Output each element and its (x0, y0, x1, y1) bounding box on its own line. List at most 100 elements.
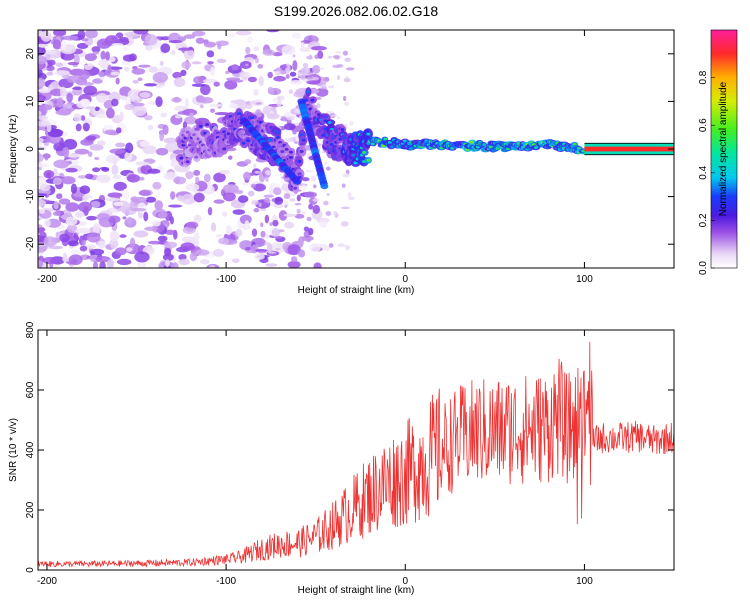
spectrogram-noise-blob (160, 43, 171, 54)
spectrogram-noise-blob (184, 116, 197, 125)
spectrogram-noise-blob (44, 152, 49, 161)
spectrogram-noise-blob (342, 173, 350, 178)
spectrogram-noise-blob (235, 30, 252, 36)
spectrogram-noise-blob (209, 103, 223, 108)
spectrogram-noise-blob (38, 193, 48, 197)
spectrogram-noise-blob (260, 230, 266, 238)
spectrogram-noise-blob (273, 75, 286, 82)
spectrogram-noise-blob (223, 183, 239, 194)
spectrogram-noise-blob (157, 235, 168, 242)
spectrogram-noise-blob (272, 51, 283, 57)
spectrogram-noise-blob (229, 103, 239, 109)
spectrogram-noise-blob (230, 99, 246, 104)
spectrogram-noise-blob (300, 184, 307, 193)
spectrogram-noise-blob (143, 83, 157, 87)
snr-series-line (38, 341, 674, 568)
spectrogram-noise-blob (219, 169, 231, 175)
spectrogram-noise-blob (278, 229, 285, 233)
spectrogram-noise-blob (162, 253, 174, 261)
spectrogram-noise-blob (47, 128, 63, 138)
spectrogram-noise-blob (133, 30, 149, 35)
spectrogram-noise-blob (269, 222, 273, 227)
spectrogram-noise-blob (92, 167, 101, 173)
spectrogram-noise-blob (82, 196, 89, 201)
spectrogram-noise-blob (316, 143, 323, 147)
spectrogram-noise-blob (134, 251, 150, 263)
spectrogram-noise-blob (43, 219, 51, 228)
spectrogram-noise-blob (152, 72, 169, 83)
spectrogram-noise-blob (125, 97, 131, 106)
spectrogram-noise-blob (254, 253, 265, 260)
spectrogram-noise-blob (283, 138, 292, 143)
spectrogram-noise-blob (296, 208, 301, 214)
spectrogram-noise-blob (241, 180, 252, 186)
spectrogram-noise-blob (245, 46, 251, 55)
spectrogram-noise-blob (144, 226, 158, 231)
spectrogram-noise-blob (213, 172, 226, 183)
spectrogram-noise-blob (344, 76, 349, 80)
spectrogram-noise-blob (325, 166, 331, 171)
spectrogram-noise-blob (262, 105, 272, 115)
spectrogram-noise-blob (307, 72, 314, 76)
spectrogram-noise-blob (177, 111, 190, 115)
spectrogram-noise-blob (346, 67, 355, 71)
spectrogram-noise-blob (169, 216, 174, 225)
spectrogram-noise-blob (129, 237, 136, 249)
colorbar-gradient (711, 30, 737, 268)
spectrogram-noise-blob (225, 225, 232, 236)
spectrogram-noise-blob (38, 94, 47, 102)
spectrogram-noise-blob (38, 260, 44, 268)
spectrogram-noise-blob (55, 62, 64, 67)
spectrogram-noise-blob (267, 71, 273, 79)
spectrogram-y-tick-label: -10 (25, 189, 36, 204)
spectrogram-y-tick-label: 20 (25, 48, 36, 60)
spectrogram-noise-blob (123, 46, 128, 52)
spectrogram-noise-blob (326, 193, 330, 196)
spectrogram-noise-blob (78, 175, 88, 179)
spectrogram-noise-blob (183, 34, 196, 39)
spectrogram-noise-blob (132, 105, 147, 117)
spectrogram-noise-blob (85, 135, 97, 141)
spectrogram-noise-blob (289, 79, 303, 85)
spectrogram-streak-blob (320, 183, 329, 190)
spectrogram-noise-blob (164, 142, 180, 153)
spectrogram-noise-blob (349, 121, 354, 126)
spectrogram-noise-blob (225, 70, 230, 75)
spectrogram-noise-blob (42, 236, 58, 247)
spectrogram-noise-blob (231, 258, 240, 264)
spectrogram-constant-core (584, 146, 674, 152)
spectrogram-noise-blob (154, 200, 164, 211)
spectrogram-noise-blob (97, 240, 107, 249)
spectrogram-noise-blob (228, 155, 233, 160)
spectrogram-noise-blob (264, 214, 270, 224)
snr-y-tick-label: 0 (25, 567, 36, 573)
spectrogram-noise-blob (332, 55, 340, 59)
spectrogram-noise-blob (112, 174, 122, 179)
spectrogram-noise-blob (103, 99, 114, 110)
spectrogram-streak-blob (293, 178, 302, 185)
spectrogram-noise-blob (309, 243, 321, 253)
snr-x-tick-label: -100 (216, 576, 236, 587)
spectrogram-noise-blob (310, 175, 317, 182)
spectrogram-noise-blob (85, 173, 94, 180)
spectrogram-noise-blob (264, 241, 271, 246)
spectrogram-noise-blob (62, 146, 70, 158)
snr-panel: -200 -100 0 100 0 200 400 600 800 Height of str… (8, 321, 675, 596)
spectrogram-y-label: Frequency (Hz) (8, 115, 19, 184)
spectrogram-noise-blob (241, 76, 248, 81)
colorbar-tick-label: 0.2 (698, 213, 709, 227)
spectrogram-noise-blob (66, 75, 82, 83)
spectrogram-noise-blob (139, 92, 151, 98)
spectrogram-noise-blob (265, 170, 272, 176)
spectrogram-noise-blob (195, 37, 205, 44)
spectrogram-noise-blob (200, 97, 214, 104)
spectrogram-noise-blob (107, 64, 112, 75)
spectrogram-noise-blob (265, 263, 278, 267)
spectrogram-noise-blob (53, 30, 67, 37)
spectrogram-noise-blob (105, 154, 120, 164)
spectrogram-noise-blob (105, 129, 117, 136)
spectrogram-noise-blob (178, 258, 190, 266)
spectrogram-noise-blob (186, 221, 199, 229)
spectrogram-signal-core (245, 138, 250, 142)
